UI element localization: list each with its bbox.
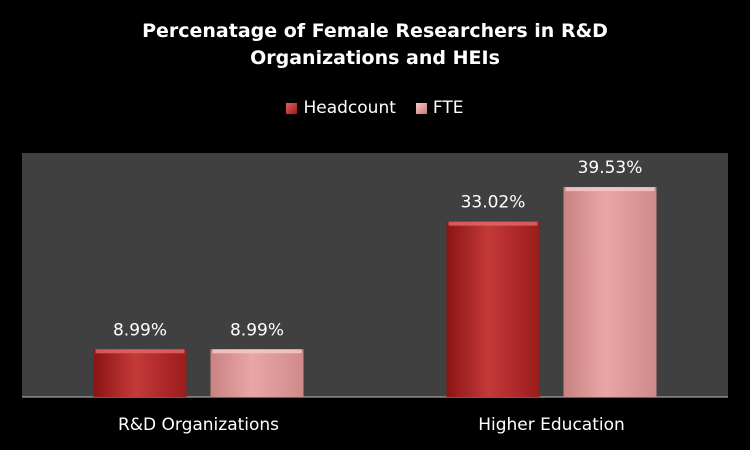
legend-label-fte: FTE [432,98,464,118]
bar-top-highlight [448,221,538,226]
legend: Headcount FTE [0,98,750,118]
data-label: 39.53% [578,158,643,178]
bar-top-highlight [95,349,185,354]
bar-headcount-1 [93,349,187,397]
chart-title: Percenatage of Female Researchers in R&D… [0,18,750,72]
chart-title-line-2: Organizations and HEIs [250,47,500,69]
data-label: 8.99% [230,320,284,340]
legend-item-fte: FTE [415,98,464,118]
x-tick-label: R&D Organizations [118,415,279,435]
data-label: 33.02% [461,193,526,213]
legend-swatch-fte [415,102,427,114]
bar-top-highlight [212,349,302,354]
bar-headcount-2 [446,221,540,397]
legend-swatch-headcount [286,102,298,114]
bar-top-highlight [565,187,655,192]
bar-fte-2 [563,187,657,397]
legend-label-headcount: Headcount [303,98,396,118]
data-label: 8.99% [113,320,167,340]
chart-title-line-1: Percenatage of Female Researchers in R&D [142,20,608,42]
bar-fte-1 [210,349,304,397]
x-tick-label: Higher Education [478,415,625,435]
legend-item-headcount: Headcount [286,98,396,118]
